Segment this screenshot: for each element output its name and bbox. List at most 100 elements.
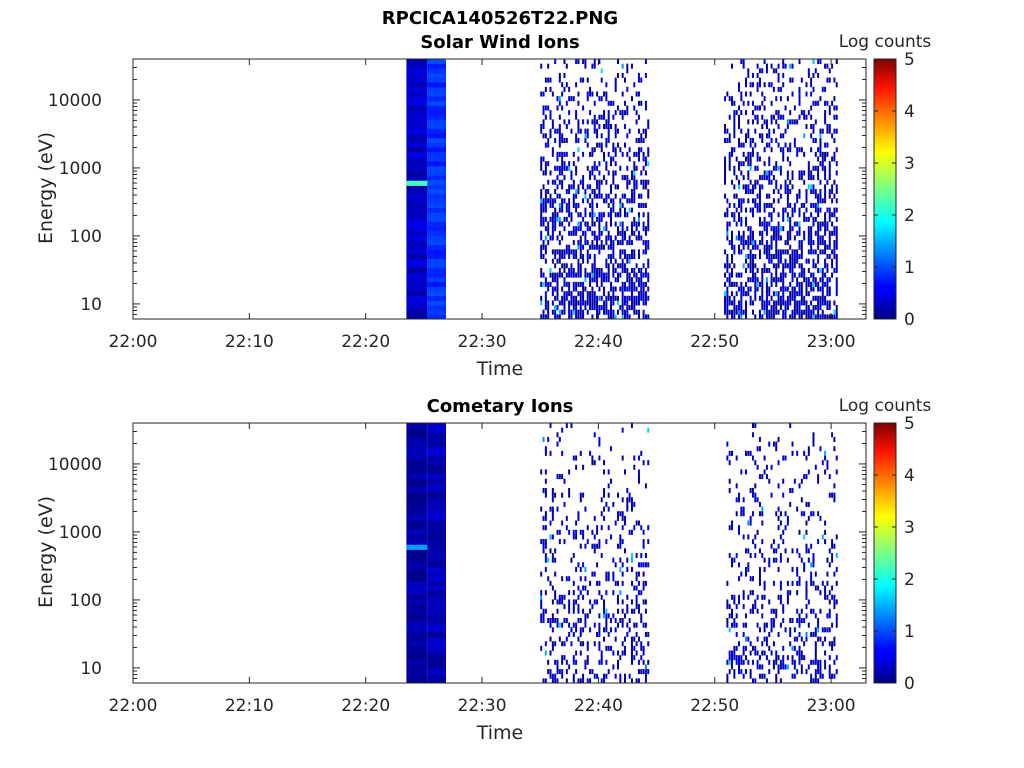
spectrogram-cell-989 bbox=[800, 650, 803, 656]
spectrogram-cell-476 bbox=[577, 263, 580, 269]
spectrogram-cell-1971 bbox=[810, 202, 813, 208]
spectrogram-cell-535 bbox=[582, 77, 585, 83]
spectrogram-cell-749 bbox=[605, 221, 608, 227]
spectrogram-cell-2109 bbox=[824, 272, 827, 278]
spectrogram-cell-332 bbox=[582, 464, 585, 470]
spectrogram-cell-1021 bbox=[805, 455, 808, 461]
spectrogram-cell-785 bbox=[756, 664, 759, 670]
spectrogram-cell-606 bbox=[591, 263, 594, 269]
spectrogram-cell-567 bbox=[635, 599, 638, 605]
spectrogram-cell-2042 bbox=[817, 230, 820, 236]
spectrogram-cell-457 bbox=[612, 571, 615, 577]
spectrogram-cell-1187 bbox=[726, 235, 729, 241]
spectrogram-cell-407 bbox=[600, 497, 603, 503]
spectrogram-cell-518 bbox=[626, 608, 629, 614]
spectrogram-cell-1366 bbox=[747, 244, 750, 250]
spectrogram-cell-284 bbox=[572, 455, 575, 461]
spectrogram-cell-1765 bbox=[786, 156, 789, 162]
spectrogram-cell-1259 bbox=[735, 309, 738, 315]
spectrogram-cell-810 bbox=[761, 673, 764, 679]
spectrogram-cell-1493 bbox=[758, 77, 761, 83]
spectrogram-cell-953 bbox=[626, 165, 629, 171]
spectrogram-cell-1787 bbox=[789, 179, 792, 185]
spectrogram-cell-570 bbox=[586, 142, 589, 148]
spectrogram-cell-63 bbox=[427, 645, 446, 651]
spectrogram-cell-1020 bbox=[633, 165, 636, 171]
spectrogram-cell-2247 bbox=[835, 105, 838, 111]
spectrogram-cell-1426 bbox=[751, 147, 754, 153]
spectrogram-cell-795 bbox=[610, 254, 613, 260]
spectrogram-cell-1601 bbox=[770, 226, 773, 232]
spectrogram-cell-252 bbox=[565, 515, 568, 521]
spectrogram-cell-149 bbox=[542, 198, 545, 204]
spectrogram-cell-880 bbox=[619, 221, 622, 227]
spectrogram-cell-1602 bbox=[770, 216, 773, 222]
spectrogram-cell-427 bbox=[572, 295, 575, 301]
spectrogram-cell-155 bbox=[547, 618, 550, 624]
spectrogram-cell-1824 bbox=[793, 272, 796, 278]
spectrogram-cell-298 bbox=[577, 636, 580, 642]
spectrogram-cell-423 bbox=[605, 659, 608, 665]
spectrogram-cell-1968 bbox=[810, 230, 813, 236]
spectrogram-cell-993 bbox=[800, 557, 803, 563]
spectrogram-cell-597 bbox=[640, 553, 643, 559]
spectrogram-cell-1154 bbox=[833, 497, 836, 503]
spectrogram-cell-1953 bbox=[807, 165, 810, 171]
spectrogram-cell-2226 bbox=[835, 281, 838, 287]
spectrogram-cell-1158 bbox=[833, 436, 836, 442]
spectrogram-cell-85 bbox=[427, 179, 446, 185]
spectrogram-cell-1649 bbox=[775, 226, 778, 232]
spectrogram-cell-313 bbox=[579, 590, 582, 596]
spectrogram-cell-1510 bbox=[761, 175, 764, 181]
spectrogram-cell-1846 bbox=[796, 230, 799, 236]
spectrogram-cell-716 bbox=[600, 114, 603, 120]
spectrogram-cell-340 bbox=[584, 566, 587, 572]
spectrogram-cell-1172 bbox=[724, 128, 727, 134]
spectrogram-cell-131 bbox=[540, 165, 543, 171]
spectrogram-cell-77 bbox=[427, 216, 446, 222]
spectrogram-cell-1668 bbox=[777, 235, 780, 241]
spectrogram-cell-839 bbox=[765, 622, 768, 628]
spectrogram-cell-337 bbox=[561, 105, 564, 111]
spectrogram-cell-826 bbox=[763, 627, 766, 633]
spectrogram-cell-1101 bbox=[642, 202, 645, 208]
spectrogram-cell-2007 bbox=[812, 86, 815, 92]
spectrogram-cell-700 bbox=[738, 576, 740, 582]
spectrogram-cell-398 bbox=[598, 436, 601, 442]
spectrogram-cell-696 bbox=[738, 655, 740, 661]
spectrogram-cell-883 bbox=[777, 664, 780, 670]
spectrogram-cell-725 bbox=[742, 497, 745, 503]
spectrogram-cell-2135 bbox=[824, 63, 827, 69]
spectrogram-cell-802 bbox=[758, 571, 761, 577]
spectrogram-cell-6 bbox=[406, 650, 428, 656]
spectrogram-cell-640 bbox=[593, 189, 596, 195]
spectrogram-cell-1357 bbox=[745, 110, 747, 116]
spectrogram-cell-1825 bbox=[793, 263, 796, 269]
spectrogram-cell-560 bbox=[586, 272, 589, 278]
spectrogram-cell-177 bbox=[551, 618, 554, 624]
spectrogram-cell-1851 bbox=[796, 147, 799, 153]
spectrogram-cell-116 bbox=[540, 599, 543, 605]
spectrogram-cell-837 bbox=[765, 641, 768, 647]
spectrogram-cell-1769 bbox=[786, 96, 789, 102]
spectrogram-cell-765 bbox=[751, 539, 754, 545]
spectrogram-cell-791 bbox=[756, 594, 759, 600]
spectrogram-cell-833 bbox=[763, 469, 766, 475]
spectrogram-cell-878 bbox=[619, 240, 622, 246]
spectrogram-cell-806 bbox=[610, 161, 613, 167]
spectrogram-cell-875 bbox=[619, 263, 622, 269]
spectrogram-cell-447 bbox=[610, 627, 613, 633]
spectrogram-cell-1807 bbox=[791, 226, 794, 232]
spectrogram-cell-1029 bbox=[807, 469, 810, 475]
spectrogram-cell-1186 bbox=[726, 254, 729, 260]
spectrogram-cell-1273 bbox=[738, 305, 740, 311]
spectrogram-cell-526 bbox=[582, 230, 585, 236]
spectrogram-cell-2020 bbox=[814, 202, 817, 208]
spectrogram-cell-795 bbox=[756, 446, 759, 452]
spectrogram-cell-184 bbox=[551, 515, 554, 521]
spectrogram-cell-2167 bbox=[828, 235, 831, 241]
spectrogram-cell-911 bbox=[621, 91, 624, 97]
spectrogram-cell-296 bbox=[575, 455, 578, 461]
spectrogram-cell-182 bbox=[544, 114, 547, 120]
